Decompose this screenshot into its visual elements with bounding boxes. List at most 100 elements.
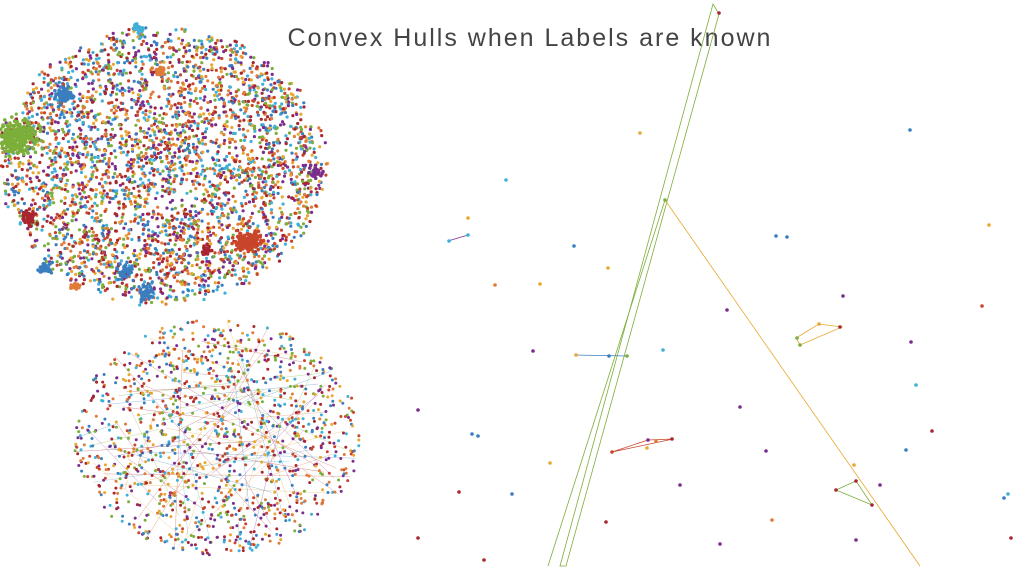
data-point	[152, 287, 156, 291]
data-point	[214, 68, 218, 72]
data-point	[133, 217, 137, 221]
data-point	[42, 217, 46, 221]
data-point	[186, 171, 190, 176]
data-point	[192, 112, 196, 116]
data-point	[277, 220, 281, 224]
data-point	[122, 205, 126, 209]
data-point	[65, 272, 69, 277]
data-point	[61, 136, 65, 141]
data-point	[216, 184, 220, 188]
data-point	[168, 533, 171, 537]
data-point	[209, 48, 214, 52]
data-point	[222, 246, 226, 250]
data-point	[139, 55, 143, 59]
data-point	[228, 254, 232, 258]
data-point	[264, 183, 268, 187]
data-point	[165, 219, 169, 223]
data-point	[196, 275, 200, 279]
data-point	[286, 165, 290, 169]
data-point	[301, 511, 305, 515]
data-point	[160, 159, 164, 164]
data-point	[143, 197, 147, 201]
data-point	[115, 250, 119, 254]
cluster-point	[11, 130, 16, 135]
data-point	[107, 101, 111, 105]
data-point	[237, 102, 241, 106]
data-point	[148, 138, 152, 142]
data-point	[181, 290, 185, 294]
data-point	[199, 357, 203, 361]
data-point	[346, 395, 350, 398]
data-point	[71, 185, 75, 189]
data-point	[120, 175, 124, 179]
data-point	[158, 113, 162, 117]
data-point	[126, 194, 130, 198]
cluster-point	[7, 135, 11, 139]
data-point	[111, 297, 115, 301]
data-point	[169, 329, 173, 333]
data-point	[167, 86, 172, 90]
data-point	[163, 242, 167, 246]
data-point	[115, 83, 119, 87]
data-point	[277, 541, 281, 545]
data-point	[144, 26, 148, 30]
data-point	[264, 179, 268, 184]
data-point	[31, 206, 35, 211]
data-point	[257, 209, 261, 214]
data-point	[206, 37, 210, 42]
data-point	[152, 122, 156, 126]
data-point	[194, 134, 198, 138]
data-point	[158, 60, 162, 64]
data-point	[172, 232, 176, 236]
hull-edge	[86, 428, 157, 501]
data-point	[127, 131, 131, 135]
data-point	[247, 84, 251, 88]
data-point	[211, 158, 215, 162]
data-point	[176, 133, 180, 137]
data-point	[318, 145, 322, 149]
data-point	[69, 256, 73, 260]
data-point	[17, 164, 21, 169]
data-point	[229, 533, 232, 537]
data-point	[183, 510, 187, 514]
data-point	[291, 437, 295, 441]
data-point	[176, 272, 180, 277]
data-point	[201, 55, 205, 60]
data-point	[45, 190, 50, 194]
data-point	[273, 512, 277, 516]
data-point	[258, 128, 262, 132]
data-point	[200, 86, 205, 90]
data-point	[107, 116, 111, 120]
data-point	[116, 53, 120, 57]
data-point	[263, 146, 268, 150]
data-point	[250, 103, 254, 108]
data-point	[91, 170, 95, 174]
data-point	[130, 147, 135, 151]
data-point	[180, 177, 185, 181]
data-point	[299, 234, 303, 238]
data-point	[177, 36, 181, 41]
data-point	[223, 127, 227, 131]
data-point	[273, 124, 277, 128]
data-point	[118, 82, 123, 86]
data-point	[69, 249, 73, 253]
data-point	[115, 213, 119, 217]
data-point	[80, 261, 84, 265]
data-point	[273, 105, 277, 109]
data-point	[241, 258, 245, 262]
data-point	[1, 165, 5, 169]
data-point	[180, 198, 184, 202]
data-point	[272, 157, 276, 161]
data-point	[140, 101, 144, 105]
data-point	[189, 534, 193, 537]
data-point	[143, 472, 147, 476]
data-point	[196, 227, 200, 231]
data-point	[231, 226, 235, 230]
data-point	[270, 150, 274, 154]
data-point	[192, 236, 197, 240]
data-point	[110, 81, 114, 85]
data-point	[50, 194, 54, 198]
data-point	[69, 170, 73, 175]
cluster-point	[314, 168, 319, 172]
data-point	[49, 256, 53, 260]
